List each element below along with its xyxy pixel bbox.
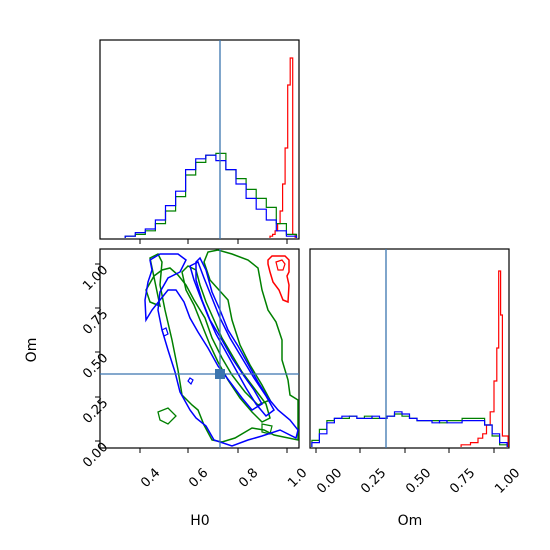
x-tick-1.0: 1.0 [285, 466, 310, 491]
truth-marker [215, 369, 225, 379]
x-axis-label-h0: H0 [190, 513, 209, 529]
om-histogram-panel: 0.00 0.25 0.50 0.75 1.00 Om [309, 248, 523, 529]
blue-contour-island [161, 327, 169, 337]
x-tick-0.6: 0.6 [186, 466, 211, 491]
y-axis-label-om: Om [24, 338, 40, 363]
h0-histogram-series-0 [269, 57, 296, 238]
om-histogram-series-2 [311, 411, 508, 447]
om-tick-1.00: 1.00 [492, 466, 523, 497]
blue-contour-island-2 [187, 377, 194, 386]
om-histogram-ticks [315, 448, 495, 453]
contour-ticks [95, 263, 288, 453]
om-tick-0.25: 0.25 [358, 466, 389, 497]
om-tick-0.75: 0.75 [447, 466, 478, 497]
h0-om-contour-panel: 0.4 0.6 0.8 1.0 0.00 0.25 0.50 0.75 1.00… [24, 248, 310, 529]
red-contour-outer [267, 255, 290, 304]
x-tick-0.4: 0.4 [138, 466, 163, 491]
contour-frame [99, 248, 300, 449]
y-tick-0.00: 0.00 [80, 440, 111, 471]
red-contour-inner [275, 259, 286, 271]
om-tick-0.00: 0.00 [314, 466, 345, 497]
om-histogram-series-0 [460, 270, 509, 447]
h0-histogram-frame [99, 39, 300, 240]
h0-histogram-ticks [139, 239, 288, 244]
h0-histogram-panel [99, 39, 300, 244]
x-tick-0.8: 0.8 [236, 466, 261, 491]
y-tick-0.50: 0.50 [80, 351, 111, 382]
h0-histogram-series-2 [124, 154, 298, 238]
green-contour-inner [181, 265, 271, 423]
om-tick-0.50: 0.50 [403, 466, 434, 497]
h0-histogram-series-1 [124, 152, 298, 238]
om-histogram-frame [309, 248, 510, 449]
y-tick-0.75: 0.75 [80, 307, 111, 338]
green-contour-outer [145, 249, 299, 443]
blue-contour-outer [144, 253, 299, 447]
blue-contour-inner [189, 260, 275, 418]
y-tick-0.25: 0.25 [80, 396, 111, 427]
y-tick-1.00: 1.00 [80, 263, 111, 294]
green-contour-island [157, 407, 177, 425]
x-axis-label-om: Om [398, 513, 423, 529]
